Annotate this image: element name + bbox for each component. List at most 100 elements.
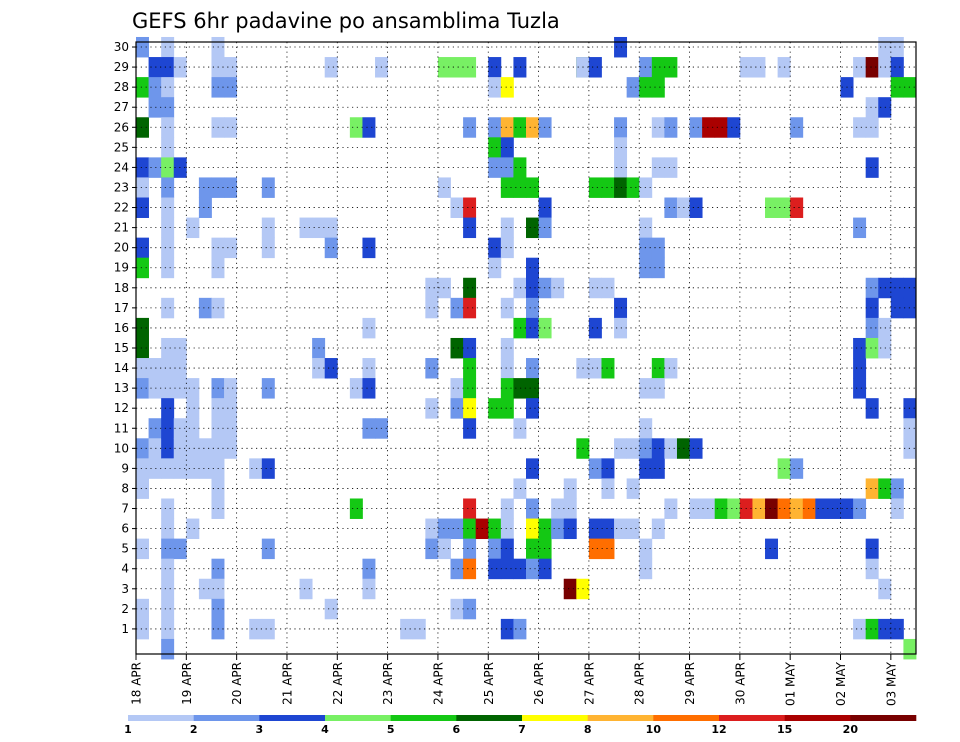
heatmap-cell	[186, 398, 200, 419]
heatmap-cell	[651, 77, 665, 98]
heatmap-cell	[853, 57, 867, 78]
heatmap-cell	[463, 358, 477, 379]
heatmap-cell	[463, 518, 477, 540]
colorbar-segment	[259, 715, 326, 721]
heatmap-cell	[161, 97, 175, 118]
heatmap-cell	[651, 458, 665, 479]
x-tick-label: 24 APR	[431, 662, 445, 705]
heatmap-cell	[463, 197, 477, 218]
heatmap-cell	[450, 398, 464, 419]
heatmap-cell	[500, 157, 514, 178]
heatmap-cell	[727, 117, 741, 138]
heatmap-cell	[148, 97, 162, 118]
heatmap-cell	[186, 458, 200, 479]
heatmap-cell	[601, 277, 615, 299]
heatmap-cell	[588, 518, 602, 540]
heatmap-cell	[349, 498, 363, 519]
heatmap-cell	[614, 177, 628, 198]
y-tick-label: 23	[114, 180, 129, 194]
heatmap-cell	[148, 358, 162, 379]
heatmap-cell	[136, 237, 149, 259]
y-tick-label: 2	[121, 602, 129, 616]
colorbar-segment	[719, 715, 785, 721]
heatmap-cell	[903, 638, 917, 660]
heatmap-cell	[614, 438, 628, 459]
heatmap-cell	[878, 277, 892, 299]
heatmap-cell	[588, 358, 602, 379]
colorbar-label: 8	[584, 723, 592, 736]
heatmap-cell	[425, 277, 439, 299]
x-tick-label: 29 APR	[683, 662, 697, 705]
y-tick-label: 24	[114, 160, 129, 174]
y-tick-label: 15	[114, 341, 129, 355]
heatmap-cell	[463, 337, 477, 359]
heatmap-cell	[500, 77, 514, 98]
colorbar-label: 7	[518, 723, 526, 736]
heatmap-cell	[878, 578, 892, 600]
heatmap-cell	[563, 518, 577, 540]
heatmap-cell	[513, 558, 527, 580]
heatmap-cell	[136, 117, 149, 138]
heatmap-cell	[551, 518, 565, 540]
heatmap-cell	[161, 518, 175, 540]
colorbar-label: 15	[777, 723, 792, 736]
heatmap-cell	[148, 378, 162, 399]
colorbar-segment	[653, 715, 720, 721]
heatmap-cell	[626, 518, 640, 540]
heatmap-cell	[588, 317, 602, 339]
colorbar-segment	[522, 715, 588, 721]
heatmap-cell	[526, 317, 539, 339]
heatmap-cell	[463, 398, 477, 419]
heatmap-cell	[588, 177, 602, 198]
heatmap-cell	[765, 197, 779, 218]
heatmap-cell	[727, 498, 741, 519]
x-tick-label: 01 MAY	[784, 661, 798, 706]
heatmap-cell	[148, 438, 162, 459]
heatmap-cell	[161, 418, 175, 439]
heatmap-cell	[224, 418, 238, 439]
heatmap-cell	[362, 578, 376, 600]
heatmap-cell	[261, 538, 275, 560]
heatmap-cell	[437, 177, 451, 198]
heatmap-cell	[865, 337, 879, 359]
heatmap-cell	[878, 317, 892, 339]
x-tick-label: 27 APR	[582, 662, 596, 705]
heatmap-cell	[362, 317, 376, 339]
heatmap-cell	[463, 217, 477, 239]
heatmap-cell	[488, 157, 502, 178]
y-tick-label: 26	[114, 120, 129, 134]
y-tick-label: 25	[114, 140, 129, 154]
heatmap-cell	[500, 558, 514, 580]
heatmap-cell	[224, 237, 238, 259]
heatmap-cell	[324, 358, 338, 379]
heatmap-cell	[500, 297, 514, 319]
x-tick-label: 02 MAY	[834, 661, 848, 706]
heatmap-cell	[488, 57, 502, 78]
y-tick-label: 6	[121, 522, 129, 536]
heatmap-cell	[651, 438, 665, 459]
heatmap-cell	[161, 458, 175, 479]
heatmap-cell	[651, 358, 665, 379]
heatmap-cell	[526, 538, 539, 560]
heatmap-cell	[324, 57, 338, 78]
heatmap-cell	[161, 177, 175, 198]
heatmap-cell	[136, 378, 149, 399]
x-tick-label: 22 APR	[331, 662, 345, 705]
heatmap-cell	[224, 398, 238, 419]
heatmap-cell	[324, 217, 338, 239]
heatmap-cell	[878, 478, 892, 499]
heatmap-cell	[186, 418, 200, 439]
heatmap-cell	[526, 358, 539, 379]
heatmap-cell	[161, 378, 175, 399]
heatmap-cell	[488, 398, 502, 419]
heatmap-cell	[161, 137, 175, 158]
heatmap-cell	[161, 36, 175, 58]
heatmap-cell	[362, 117, 376, 138]
heatmap-cell	[526, 217, 539, 239]
x-tick-label: 28 APR	[633, 662, 647, 705]
y-tick-label: 10	[114, 441, 129, 455]
heatmap-cell	[865, 117, 879, 138]
heatmap-cell	[136, 538, 149, 560]
colorbar-segment	[193, 715, 260, 721]
heatmap-cell	[526, 458, 539, 479]
